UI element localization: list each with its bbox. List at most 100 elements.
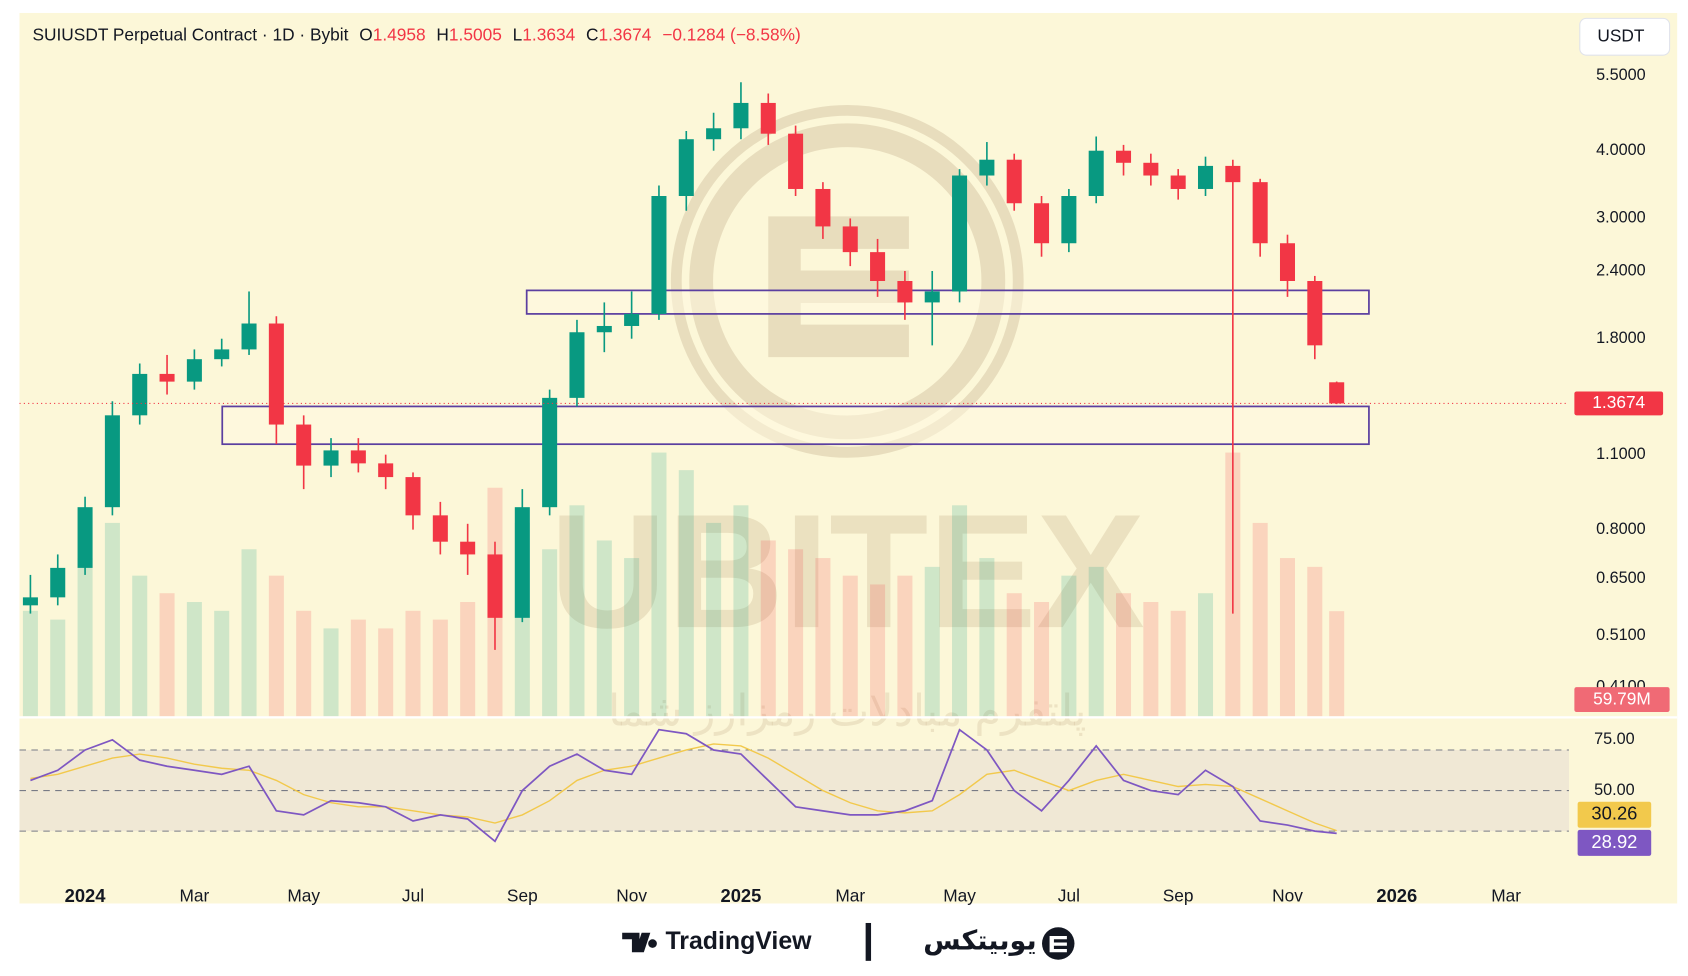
candle-body bbox=[1252, 182, 1268, 244]
volume-bar bbox=[1307, 566, 1323, 717]
last-price-box bbox=[1574, 391, 1664, 416]
candle-body bbox=[1088, 150, 1104, 197]
candle-body bbox=[979, 159, 995, 176]
candle-body bbox=[296, 424, 312, 466]
volume-bar bbox=[733, 505, 749, 717]
x-tick-label: Mar bbox=[835, 886, 865, 906]
candle-body bbox=[77, 507, 93, 568]
watermark-logo bbox=[768, 216, 909, 358]
volume-bar bbox=[432, 619, 448, 717]
candle-body bbox=[405, 477, 421, 516]
volume-bar bbox=[815, 558, 831, 717]
volume-bar bbox=[104, 522, 120, 717]
rsi-value-label: 28.92 bbox=[1591, 831, 1637, 852]
candle-body bbox=[22, 597, 38, 606]
x-tick-label: Nov bbox=[1272, 886, 1303, 906]
y-tick-label: 1.8000 bbox=[1596, 329, 1646, 347]
candle-body bbox=[924, 291, 940, 303]
candle-body bbox=[268, 323, 284, 425]
candle-body bbox=[1307, 280, 1323, 346]
volume-bar bbox=[678, 470, 694, 717]
footer: TradingView یوبیتکس bbox=[622, 922, 1075, 961]
open-label: O bbox=[359, 24, 372, 44]
candle-body bbox=[132, 373, 148, 416]
last-price-label: 1.3674 bbox=[1592, 392, 1645, 412]
candle-body bbox=[159, 373, 175, 382]
candle-body bbox=[897, 280, 913, 303]
candle-body bbox=[432, 515, 448, 542]
candle-body bbox=[1225, 165, 1241, 183]
candle-body bbox=[870, 252, 886, 281]
candle-body bbox=[1061, 196, 1077, 244]
volume-bar bbox=[1329, 611, 1345, 717]
volume-label: 59.79M bbox=[1593, 689, 1651, 709]
volume-bar bbox=[924, 566, 940, 717]
currency[interactable]: USDT bbox=[1597, 25, 1645, 45]
volume-bar bbox=[596, 540, 612, 717]
candle-body bbox=[1116, 150, 1132, 163]
symbol-title: SUIUSDT Perpetual Contract · 1D · Bybit bbox=[32, 24, 348, 44]
low-label: L bbox=[513, 24, 523, 44]
volume-bar bbox=[77, 558, 93, 717]
volume-bar bbox=[50, 619, 66, 717]
volume-bar bbox=[542, 549, 558, 717]
volume-bar bbox=[1088, 566, 1104, 717]
candle-body bbox=[241, 323, 257, 350]
candle-body bbox=[50, 567, 66, 598]
y-tick-label: 1.1000 bbox=[1596, 445, 1646, 463]
candle-body bbox=[214, 349, 230, 360]
x-tick-label: May bbox=[943, 886, 976, 906]
volume-bar bbox=[378, 628, 394, 717]
rsi-value-box bbox=[1577, 829, 1652, 856]
volume-bar bbox=[1143, 602, 1159, 717]
candle-body bbox=[487, 554, 503, 618]
currency-box[interactable] bbox=[1579, 17, 1671, 56]
volume-bar bbox=[1034, 602, 1050, 717]
y-tick-label: 4.0000 bbox=[1596, 141, 1646, 159]
watermark-ring bbox=[670, 104, 1024, 458]
volume-bar bbox=[788, 549, 804, 717]
x-tick-label: Mar bbox=[179, 886, 209, 906]
candle-body bbox=[350, 450, 366, 464]
candle-body bbox=[1170, 175, 1186, 189]
chart-background bbox=[19, 12, 1678, 904]
candle-body bbox=[186, 359, 202, 382]
y-tick-label: 0.6500 bbox=[1596, 569, 1646, 587]
rsi-value-box bbox=[1577, 801, 1652, 828]
x-tick-label: May bbox=[287, 886, 320, 906]
volume-bar bbox=[268, 575, 284, 717]
close-value: 1.3674 bbox=[599, 24, 652, 44]
x-tick-label: Jul bbox=[1058, 886, 1080, 906]
volume-bar bbox=[1279, 558, 1296, 717]
volume-bar bbox=[159, 593, 175, 717]
close-label: C bbox=[586, 24, 599, 44]
x-tick-label: 2025 bbox=[720, 885, 761, 906]
candle-body bbox=[1006, 159, 1022, 204]
volume-bar bbox=[651, 452, 667, 717]
rsi-value-label: 30.26 bbox=[1591, 803, 1637, 824]
volume-bar bbox=[214, 610, 230, 717]
x-tick-label: Nov bbox=[616, 886, 647, 906]
x-tick-label: Sep bbox=[1163, 886, 1194, 906]
y-tick-label: 0.5100 bbox=[1596, 626, 1646, 644]
volume-bar bbox=[1006, 593, 1022, 717]
candle-body bbox=[842, 226, 858, 253]
open-value: 1.4958 bbox=[373, 24, 426, 44]
rsi-tick-label: 75.00 bbox=[1594, 730, 1635, 748]
high-value: 1.5005 bbox=[449, 24, 502, 44]
volume-bar bbox=[405, 610, 421, 717]
y-tick-label: 0.8000 bbox=[1596, 520, 1646, 538]
volume-bar bbox=[897, 575, 913, 717]
volume-bar bbox=[22, 610, 38, 717]
rsi-line bbox=[30, 743, 1337, 832]
candle-body bbox=[678, 139, 694, 197]
volume-bar bbox=[842, 575, 858, 717]
volume-bar bbox=[350, 619, 366, 717]
volume-bar bbox=[241, 549, 257, 717]
candle-body bbox=[1197, 165, 1214, 189]
candle-body bbox=[651, 196, 667, 314]
watermark-slogan: پلتفرم مبادلات رمزارز شما bbox=[608, 688, 1086, 737]
change-value: −0.1284 (−8.58%) bbox=[662, 24, 800, 44]
zone bbox=[525, 289, 1370, 315]
